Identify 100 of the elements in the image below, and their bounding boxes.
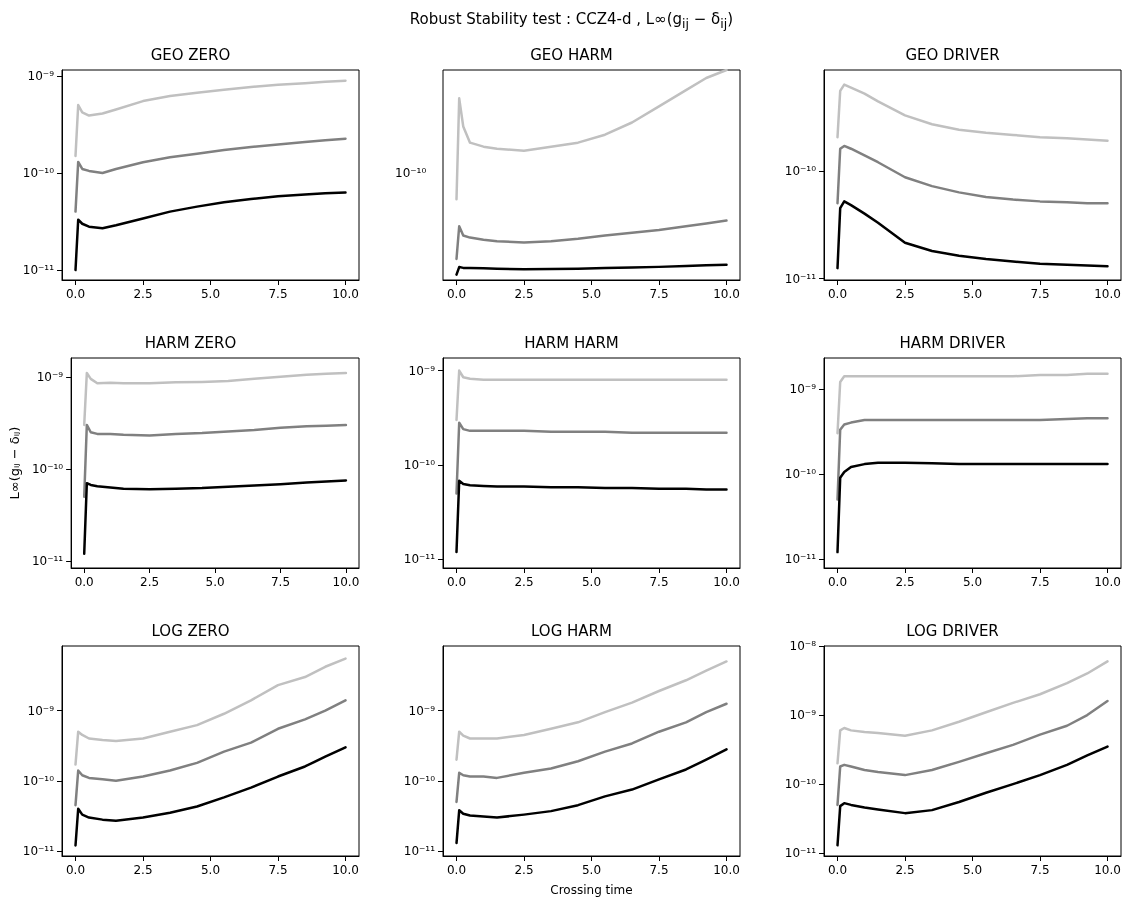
y-tick-label: 10⁻¹⁰ — [784, 466, 817, 481]
chart-title: HARM HARM — [524, 333, 619, 352]
line-series — [74, 137, 347, 213]
x-tick-label: 10.0 — [332, 863, 359, 877]
y-tick-label: 10⁻¹¹ — [22, 844, 55, 859]
x-tick-label: 10.0 — [1094, 287, 1121, 301]
y-tick-label: 10⁻¹¹ — [784, 271, 817, 286]
y-tick-label: 10⁻⁹ — [36, 369, 64, 384]
x-tick-label: 0.0 — [446, 575, 467, 589]
line-series — [455, 421, 728, 495]
line-series — [836, 461, 1109, 554]
text: Robust Stability test : CCZ4-d , L∞(g$_{ij}$ − δ$_{ij}$) — [409, 9, 734, 31]
x-tick-label: 2.5 — [895, 287, 915, 301]
x-tick-label: 7.5 — [649, 863, 669, 877]
chart-title: GEO ZERO — [150, 45, 231, 64]
y-tick-label: 10⁻¹¹ — [31, 554, 64, 569]
chart-title: GEO HARM — [530, 45, 613, 64]
chart-title: LOG ZERO — [151, 621, 230, 640]
y-tick-label: 10⁻¹⁰ — [22, 773, 55, 788]
line-series — [82, 371, 348, 427]
x-tick-label: 5.0 — [200, 287, 221, 301]
line-series — [455, 369, 728, 422]
x-tick-label: 10.0 — [1094, 863, 1121, 877]
x-tick-label: 10.0 — [332, 287, 359, 301]
y-tick-label: 10⁻¹¹ — [784, 846, 817, 861]
line-series — [836, 699, 1109, 807]
line-series — [836, 660, 1109, 765]
x-tick-label: 0.0 — [65, 863, 86, 877]
line-series — [836, 745, 1109, 847]
line-series — [455, 702, 728, 804]
y-tick-label: 10⁻¹¹ — [784, 551, 817, 566]
x-tick-label: 10.0 — [713, 575, 740, 589]
x-tick-label: 0.0 — [74, 575, 94, 589]
line-series — [455, 479, 728, 554]
line-series — [82, 423, 348, 498]
line-series — [82, 479, 348, 555]
chart-title: HARM ZERO — [144, 333, 237, 352]
x-tick-label: 0.0 — [827, 287, 848, 301]
y-tick-label: 10⁻¹⁰ — [784, 163, 817, 178]
y-tick-label: 10⁻⁸ — [789, 639, 817, 653]
x-tick-label: 5.0 — [962, 575, 983, 589]
x-tick-label: 2.5 — [895, 863, 915, 877]
y-tick-label: 10⁻¹⁰ — [403, 457, 436, 472]
x-tick-label: 5.0 — [200, 863, 221, 877]
x-tick-label: 5.0 — [962, 863, 983, 877]
x-tick-label: 7.5 — [1030, 575, 1050, 589]
x-tick-label: 2.5 — [514, 575, 534, 589]
x-axis-title: Crossing time — [550, 883, 633, 897]
line-series — [836, 200, 1109, 270]
x-tick-label: 5.0 — [581, 575, 602, 589]
line-series — [836, 372, 1109, 435]
chart-title: LOG HARM — [531, 621, 612, 640]
x-tick-label: 0.0 — [827, 575, 848, 589]
x-tick-label: 10.0 — [713, 863, 740, 877]
line-series — [74, 746, 347, 847]
x-tick-label: 7.5 — [1030, 287, 1050, 301]
x-tick-label: 2.5 — [133, 863, 153, 877]
line-series — [455, 748, 728, 845]
x-tick-label: 7.5 — [268, 863, 288, 877]
x-tick-label: 10.0 — [1094, 575, 1121, 589]
line-series — [836, 417, 1109, 501]
x-tick-label: 2.5 — [514, 287, 534, 301]
y-tick-label: 10⁻⁹ — [27, 68, 55, 83]
y-tick-label: 10⁻¹¹ — [403, 844, 436, 859]
x-tick-label: 2.5 — [140, 575, 160, 589]
line-series — [455, 660, 728, 761]
y-tick-label: 10⁻¹¹ — [403, 552, 436, 567]
line-series — [74, 699, 347, 807]
line-series — [836, 144, 1109, 205]
x-tick-label: 7.5 — [649, 287, 669, 301]
y-tick-label: 10⁻¹⁰ — [784, 777, 817, 792]
x-tick-label: 10.0 — [332, 575, 360, 589]
x-tick-label: 7.5 — [270, 575, 291, 589]
x-tick-label: 0.0 — [446, 863, 467, 877]
x-tick-label: 5.0 — [962, 287, 983, 301]
x-tick-label: 2.5 — [895, 575, 915, 589]
chart-title: HARM DRIVER — [899, 333, 1006, 352]
y-tick-label: 10⁻¹¹ — [22, 263, 55, 278]
line-series — [74, 79, 347, 158]
x-tick-label: 7.5 — [1030, 863, 1050, 877]
x-tick-label: 0.0 — [65, 287, 86, 301]
x-tick-label: 5.0 — [205, 575, 225, 589]
x-tick-label: 5.0 — [581, 287, 602, 301]
x-tick-label: 2.5 — [133, 287, 153, 301]
x-tick-label: 0.0 — [446, 287, 467, 301]
y-tick-label: 10⁻⁹ — [408, 363, 436, 378]
x-tick-label: 10.0 — [713, 287, 740, 301]
y-tick-label: 10⁻⁹ — [789, 708, 817, 723]
y-tick-label: 10⁻¹⁰ — [403, 773, 436, 788]
y-tick-label: 10⁻⁹ — [789, 381, 817, 396]
chart-title: LOG DRIVER — [906, 621, 999, 640]
x-tick-label: 0.0 — [827, 863, 848, 877]
y-axis-title: L∞(gᵢⱼ − δᵢⱼ) — [7, 426, 22, 500]
x-tick-label: 2.5 — [514, 863, 534, 877]
x-tick-label: 7.5 — [268, 287, 288, 301]
line-series — [836, 83, 1109, 142]
line-series — [74, 191, 347, 272]
x-tick-label: 7.5 — [649, 575, 669, 589]
y-tick-label: 10⁻⁹ — [408, 703, 436, 718]
y-tick-label: 10⁻¹⁰ — [22, 165, 55, 180]
